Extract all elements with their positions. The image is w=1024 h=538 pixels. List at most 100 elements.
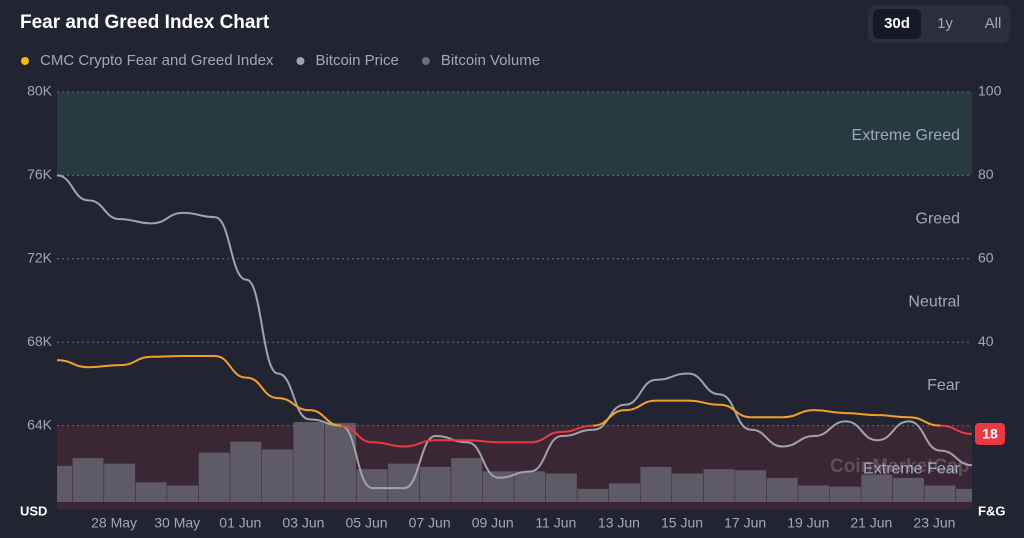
range-button-label[interactable]: 30d — [884, 15, 910, 32]
y-tick-label: 72K — [27, 250, 53, 266]
volume-bar — [672, 473, 704, 502]
y-tick-label: 64K — [27, 416, 53, 432]
fg-line-segment — [309, 409, 342, 427]
volume-bar — [57, 465, 72, 502]
legend-label: Bitcoin Volume — [441, 52, 540, 69]
volume-bar — [293, 422, 325, 502]
y2-tick-label: 40 — [978, 333, 994, 349]
volume-bar — [104, 463, 136, 502]
fg-line-segment — [624, 399, 657, 412]
range-button-label[interactable]: All — [985, 15, 1002, 32]
x-tick-label: 05 Jun — [345, 515, 387, 531]
fg-line-segment — [593, 409, 626, 427]
volume-bar — [451, 458, 483, 502]
volume-bar — [956, 488, 972, 502]
fg-line-segment — [246, 376, 278, 400]
zone-label: Neutral — [908, 294, 960, 311]
legend-label: CMC Crypto Fear and Greed Index — [40, 52, 274, 69]
fg-line-segment — [530, 430, 562, 444]
x-tick-label: 15 Jun — [661, 515, 703, 531]
volume-bar — [324, 423, 356, 502]
fg-line-segment — [151, 354, 184, 358]
price-line — [56, 174, 973, 490]
volume-bar — [545, 473, 577, 502]
volume-bar — [198, 452, 230, 502]
watermark: CoinMarketCap — [830, 456, 969, 477]
fg-line-segment — [561, 424, 594, 433]
x-tick-label: 03 Jun — [282, 515, 324, 531]
x-tick-label: 07 Jun — [409, 515, 451, 531]
y-tick-label: 80K — [27, 83, 53, 99]
fg-line-segment — [467, 439, 499, 444]
volume-bar — [230, 441, 262, 502]
current-badge-label: 18 — [982, 426, 998, 442]
fg-line-segment — [56, 359, 89, 369]
fg-line-segment — [120, 355, 152, 367]
zone-label: Fear — [927, 377, 961, 394]
legend-dot — [421, 57, 430, 65]
y2-axis-label: F&G — [978, 503, 1005, 518]
x-tick-label: 21 Jun — [850, 515, 892, 531]
zone-label: Extreme Fear — [863, 461, 961, 478]
fg-line-segment — [404, 439, 436, 448]
volume-bar — [419, 466, 451, 502]
x-tick-label: 11 Jun — [535, 515, 576, 531]
fg-line-segment — [372, 441, 405, 448]
y2-tick-label: 80 — [978, 166, 994, 182]
fg-line-segment — [845, 412, 878, 417]
legend-dot — [296, 57, 305, 65]
legend-label: Bitcoin Price — [315, 52, 398, 69]
volume-bar — [514, 471, 546, 502]
volume-bar — [766, 477, 798, 502]
zone — [57, 92, 972, 176]
fg-line-segment — [688, 399, 720, 406]
fg-line-segment — [214, 354, 247, 379]
volume-bar — [608, 483, 640, 502]
volume-bar — [703, 469, 735, 502]
y-axis-label: USD — [20, 503, 47, 518]
x-tick-label: 01 Jun — [219, 515, 261, 531]
zone-label: Greed — [916, 210, 960, 227]
volume-bar — [640, 466, 672, 502]
volume-bar — [735, 470, 767, 502]
x-tick-label: 28 May — [91, 515, 137, 531]
fg-line-segment — [88, 364, 121, 369]
zone-label: Extreme Greed — [852, 127, 960, 144]
volume-bar — [798, 485, 830, 502]
volume-bar — [829, 486, 861, 502]
y-tick-label: 76K — [27, 166, 53, 182]
volume-bar — [167, 485, 199, 502]
volume-bar — [861, 474, 893, 502]
chart-title: Fear and Greed Index Chart — [20, 12, 270, 33]
fg-line-segment — [277, 397, 310, 412]
x-tick-label: 23 Jun — [913, 515, 955, 531]
volume-bar — [135, 482, 167, 502]
y2-tick-label: 100 — [978, 83, 1002, 99]
x-tick-label: 09 Jun — [472, 515, 514, 531]
y-tick-label: 68K — [27, 333, 53, 349]
current-badge — [975, 422, 1005, 445]
volume-bar — [72, 458, 104, 502]
fg-line-segment — [940, 424, 973, 435]
range-button-label[interactable]: 1y — [937, 15, 953, 32]
x-tick-label: 13 Jun — [598, 515, 640, 531]
fg-line-segment — [782, 409, 815, 419]
x-tick-label: 17 Jun — [724, 515, 766, 531]
volume-bar — [261, 449, 293, 502]
x-tick-label: 19 Jun — [787, 515, 829, 531]
x-tick-label: 30 May — [154, 515, 200, 531]
volume-bar — [577, 488, 609, 502]
fg-line-segment — [340, 424, 373, 444]
fg-line-segment — [877, 414, 909, 419]
y2-tick-label: 60 — [978, 250, 994, 266]
volume-bar — [388, 463, 420, 502]
volume-bar — [924, 485, 956, 502]
fg-line-segment — [908, 416, 941, 427]
fg-line-segment — [814, 409, 846, 415]
fg-line-segment — [719, 403, 752, 419]
volume-bar — [892, 477, 924, 502]
legend-dot — [21, 57, 29, 65]
range-button[interactable] — [873, 9, 921, 39]
